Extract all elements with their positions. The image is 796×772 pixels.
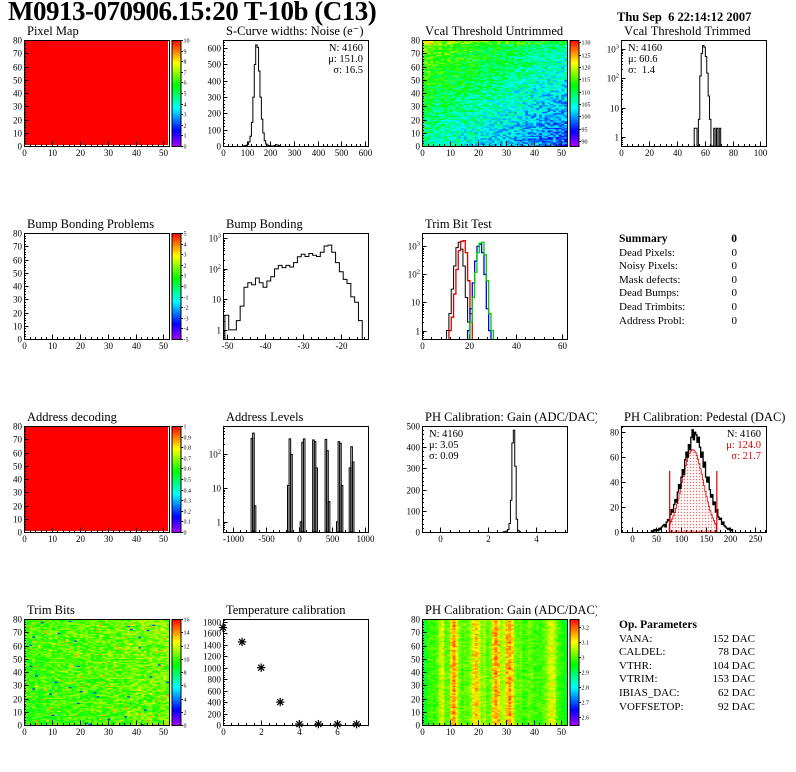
trim_bits-canvas bbox=[0, 579, 199, 772]
ph_gain_map-canvas bbox=[398, 579, 597, 772]
op-parameters-header: Op. Parameters bbox=[619, 619, 719, 633]
summary-row-mask-defects: Mask defects: 0 bbox=[619, 273, 737, 286]
trim_bit_test-canvas bbox=[398, 193, 597, 386]
summary-panel: Summary 0 Dead Pixels: 0 Noisy Pixels: 0 M… bbox=[597, 193, 796, 386]
plot-trim-bits bbox=[0, 579, 199, 772]
op-row-voffsetop: VOFFSETOP: 92 DAC bbox=[619, 700, 755, 713]
ph_gain_hist-canvas bbox=[398, 386, 597, 579]
plot-bump-bonding bbox=[199, 193, 398, 386]
temperature_cal-canvas bbox=[199, 579, 398, 772]
plot-address-decoding bbox=[0, 386, 199, 579]
plot-temperature-calibration bbox=[199, 579, 398, 772]
plot-vcal-threshold-trimmed bbox=[597, 0, 796, 193]
op-parameters-panel: Op. Parameters VANA: 152 DAC CALDEL: 78 DA… bbox=[597, 579, 796, 772]
plot-ph-calibration-pedestal bbox=[597, 386, 796, 579]
scurve_noise-canvas bbox=[199, 0, 398, 193]
plot-vcal-threshold-untrimmed bbox=[398, 0, 597, 193]
op-row-ibias-dac: IBIAS_DAC: 62 DAC bbox=[619, 686, 755, 699]
summary-row-dead-trimbits: Dead Trimbits: 0 bbox=[619, 300, 737, 313]
bump_bonding-canvas bbox=[199, 193, 398, 386]
vcal_untrimmed-canvas bbox=[398, 0, 597, 193]
pixel_map-canvas bbox=[0, 0, 199, 193]
op-parameters-title: Op. Parameters bbox=[619, 619, 697, 631]
op-row-vthr: VTHR: 104 DAC bbox=[619, 659, 755, 672]
op-row-vtrim: VTRIM: 153 DAC bbox=[619, 673, 755, 686]
summary-row-dead-bumps: Dead Bumps: 0 bbox=[619, 287, 737, 300]
summary-row-noisy-pixels: Noisy Pixels: 0 bbox=[619, 260, 737, 273]
summary-header: Summary 0 bbox=[619, 233, 737, 247]
plot-trim-bit-test bbox=[398, 193, 597, 386]
plot-bump-bonding-problems bbox=[0, 193, 199, 386]
op-row-vana: VANA: 152 DAC bbox=[619, 632, 755, 645]
plot-pixel-map bbox=[0, 0, 199, 193]
address_levels-canvas bbox=[199, 386, 398, 579]
summary-total: 0 bbox=[731, 233, 737, 245]
summary-row-dead-pixels: Dead Pixels: 0 bbox=[619, 246, 737, 259]
summary-row-address-probl: Address Probl: 0 bbox=[619, 314, 737, 327]
bump_problems-canvas bbox=[0, 193, 199, 386]
ph_pedestal-canvas bbox=[597, 386, 796, 579]
address_decoding-canvas bbox=[0, 386, 199, 579]
vcal_trimmed-canvas bbox=[597, 0, 796, 193]
op-row-caldel: CALDEL: 78 DAC bbox=[619, 646, 755, 659]
plot-ph-calibration-gain-map bbox=[398, 579, 597, 772]
plot-scurve-noise bbox=[199, 0, 398, 193]
summary-title: Summary bbox=[619, 233, 668, 245]
plot-address-levels bbox=[199, 386, 398, 579]
plot-ph-calibration-gain-hist bbox=[398, 386, 597, 579]
